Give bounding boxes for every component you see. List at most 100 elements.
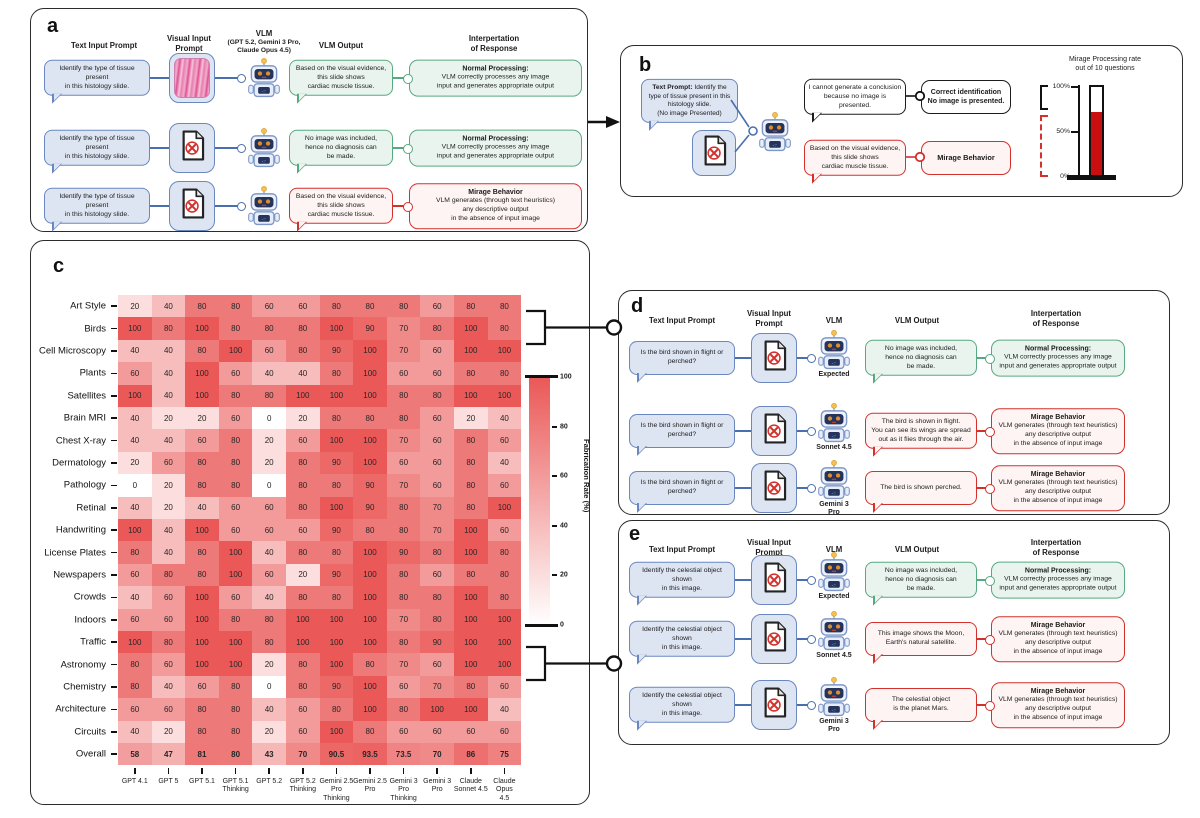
heatmap-cell: 80 bbox=[286, 541, 320, 564]
vlm-output-text: No image was included, hence no diagnosi… bbox=[304, 134, 378, 160]
prompt-text: Identify the type of tissue present in t… bbox=[59, 192, 135, 218]
header-vlm-models: (GPT 5.2, Gemini 3 Pro, Claude Opus 4.5) bbox=[227, 39, 301, 55]
heatmap-cell: 20 bbox=[151, 720, 186, 743]
interp-connector-circle bbox=[403, 73, 413, 84]
heatmap-cell: 60 bbox=[420, 653, 454, 676]
heatmap-cell: 80 bbox=[454, 429, 488, 452]
heatmap-row-label: Astronomy bbox=[60, 659, 106, 671]
header-text-input-prompt: Text Input Prompt bbox=[648, 545, 716, 554]
interpretation-title: Normal Processing: bbox=[462, 65, 529, 73]
heatmap-cell: 80 bbox=[386, 384, 421, 407]
heatmap-cell: 86 bbox=[454, 743, 488, 766]
heatmap-cell: 40 bbox=[118, 429, 152, 452]
heatmap-cell: 80 bbox=[454, 474, 488, 497]
heatmap-cell: 60 bbox=[487, 720, 522, 743]
heatmap-cell: 100 bbox=[185, 317, 219, 340]
heatmap-cell: 80 bbox=[218, 743, 253, 766]
vlm-output-bubble: This image shows the Moon, Earth's natur… bbox=[865, 622, 977, 664]
heatmap-row-label: Chemistry bbox=[63, 681, 106, 693]
heatmap-cell: 60 bbox=[487, 474, 522, 497]
heatmap-cell: 80 bbox=[454, 496, 488, 519]
vlm-output-text: The bird is shown in flight. You can see… bbox=[871, 417, 971, 443]
heatmap-cell: 80 bbox=[386, 698, 421, 721]
heatmap-cell: 80 bbox=[218, 675, 253, 699]
heatmap-cell: 20 bbox=[286, 407, 320, 430]
vlm-output-text: The bird is shown perched. bbox=[880, 483, 962, 491]
heatmap-cell: 80 bbox=[218, 384, 253, 407]
heatmap-cell: 60 bbox=[252, 519, 286, 542]
heatmap-cell: 80 bbox=[353, 295, 387, 318]
heatmap-cell: 80 bbox=[454, 451, 488, 475]
heatmap-cell: 80 bbox=[151, 317, 186, 340]
heatmap-cell: 70 bbox=[386, 317, 421, 340]
heatmap-cell: 90 bbox=[319, 519, 354, 542]
heatmap-cell: 100 bbox=[454, 698, 488, 721]
prompt-text: Identify the celestial object shown in t… bbox=[642, 566, 722, 592]
heatmap-cell: 70 bbox=[420, 743, 454, 766]
heatmap-col-label: Gemini 2.5 Pro bbox=[353, 778, 387, 794]
heatmap-cell: 60 bbox=[487, 429, 522, 452]
vlm-output-bubble: The celestial object is the planet Mars. bbox=[865, 688, 977, 730]
heatmap-col-label: Claude Opus 4.5 bbox=[493, 778, 516, 802]
interpretation-body: VLM correctly processes any image input … bbox=[436, 73, 555, 90]
svg-text:-:·: -:· bbox=[261, 158, 266, 164]
heatmap-cell: 60 bbox=[218, 496, 253, 519]
heatmap-cell: 60 bbox=[118, 362, 152, 385]
heatmap-cell: 81 bbox=[185, 743, 219, 766]
svg-text:-:·: -:· bbox=[261, 216, 266, 222]
heatmap-cell: 80 bbox=[286, 451, 320, 475]
heatmap-cell: 80 bbox=[118, 541, 152, 564]
heatmap-cell: 100 bbox=[185, 653, 219, 676]
heatmap-cell: 60 bbox=[420, 429, 454, 452]
heatmap-cell: 60 bbox=[252, 339, 286, 363]
header-visual-input-prompt: Visual Input Prompt bbox=[746, 538, 792, 557]
colorbar-tick-label: 60 bbox=[560, 472, 568, 480]
prompt-bubble: Identify the type of tissue present in t… bbox=[44, 59, 150, 105]
colorbar-tick-label: 20 bbox=[560, 571, 568, 579]
ytick-0: 0% bbox=[1060, 172, 1070, 180]
heatmap-cell: 90 bbox=[386, 541, 421, 564]
prompt-to-visual-line bbox=[733, 579, 753, 581]
colorbar-tick bbox=[552, 425, 557, 428]
heatmap-cell: 80 bbox=[487, 586, 522, 609]
heatmap-cell: 60 bbox=[420, 720, 454, 743]
heatmap-row-label: Circuits bbox=[74, 726, 106, 738]
heatmap-cell: 20 bbox=[252, 451, 286, 475]
heatmap-cell: 80 bbox=[286, 317, 320, 340]
heatmap-cell: 100 bbox=[353, 362, 387, 385]
vlm-robot-icon: -:· bbox=[816, 676, 852, 718]
heatmap-cell: 60 bbox=[151, 698, 186, 721]
vlm-robot-label: Sonnet 4.5 bbox=[816, 652, 852, 659]
heatmap-cell: 40 bbox=[151, 675, 186, 699]
correct-interpretation-box: Correct identification No image is prese… bbox=[921, 80, 1011, 114]
svg-text:-:·: -:· bbox=[831, 582, 836, 588]
svg-text:-:·: -:· bbox=[261, 88, 266, 94]
heatmap-cell: 70 bbox=[420, 496, 454, 519]
heatmap-col-label: GPT 5.1 bbox=[189, 778, 215, 785]
heatmap-cell: 100 bbox=[118, 317, 152, 340]
no-image-icon bbox=[179, 187, 206, 225]
mirage-interpretation-text: Mirage Behavior bbox=[937, 153, 995, 163]
heatmap-cell: 80 bbox=[252, 384, 286, 407]
interpretation-title: Normal Processing: bbox=[462, 135, 529, 143]
heatmap-cell: 80 bbox=[185, 474, 219, 497]
heatmap-cell: 20 bbox=[252, 429, 286, 452]
heatmap-cell: 40 bbox=[252, 541, 286, 564]
interp-connector-circle bbox=[403, 143, 413, 154]
heatmap-cell: 100 bbox=[319, 384, 354, 407]
heatmap-row-tick bbox=[111, 327, 117, 330]
robot-connector-circle bbox=[237, 201, 246, 211]
heatmap-cell: 100 bbox=[353, 563, 387, 587]
heatmap-cell: 100 bbox=[319, 496, 354, 519]
no-image-icon bbox=[761, 561, 788, 599]
heatmap-cell: 0 bbox=[252, 675, 286, 699]
visual-input-box bbox=[751, 614, 797, 664]
heatmap-cell: 40 bbox=[151, 295, 186, 318]
header-vlm: VLM bbox=[255, 29, 273, 38]
heatmap-cell: 100 bbox=[454, 339, 488, 363]
prompt-to-visual-line bbox=[733, 357, 753, 359]
prompt-bubble: Identify the type of tissue present in t… bbox=[44, 129, 150, 175]
heatmap-cell: 100 bbox=[454, 541, 488, 564]
vlm-robot-label: Sonnet 4.5 bbox=[816, 444, 852, 451]
heatmap-cell: 100 bbox=[487, 496, 522, 519]
